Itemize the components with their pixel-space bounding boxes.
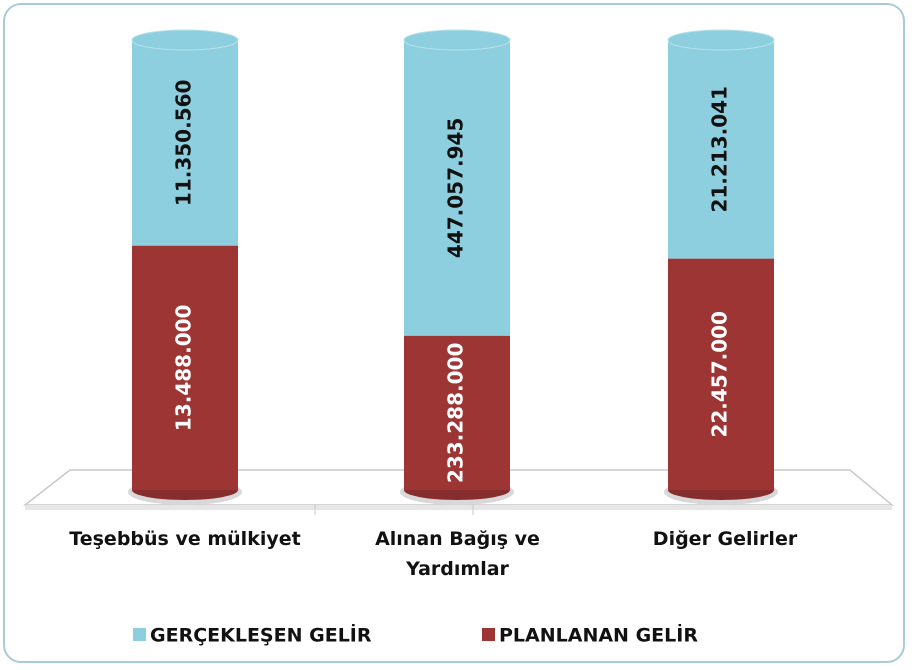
value-label: 447.057.945 — [444, 118, 468, 258]
category-label: Alınan Bağış ve Yardımlar — [375, 528, 540, 580]
bar-cap — [131, 29, 239, 51]
bar — [132, 245, 238, 490]
legend-swatch — [482, 628, 495, 641]
legend-swatch — [133, 628, 146, 641]
bar — [668, 40, 774, 259]
value-label: 21.213.041 — [708, 86, 732, 213]
bar — [668, 258, 774, 490]
legend-label: GERÇEKLEŞEN GELİR — [150, 623, 372, 647]
value-label: 22.457.000 — [708, 311, 732, 438]
bar — [404, 40, 510, 336]
category-label: Teşebbüs ve mülkiyet — [69, 528, 301, 550]
value-label: 13.488.000 — [172, 305, 196, 432]
value-label: 11.350.560 — [172, 80, 196, 207]
chart-frame — [3, 3, 905, 663]
bar-cap — [667, 29, 775, 51]
bar — [132, 40, 238, 246]
bar — [404, 335, 510, 490]
value-label: 233.288.000 — [444, 343, 468, 483]
legend-label: PLANLANAN GELİR — [499, 623, 698, 647]
bar-cap — [403, 29, 511, 51]
category-label: Diğer Gelirler — [652, 528, 798, 550]
floor-edge — [25, 505, 892, 510]
